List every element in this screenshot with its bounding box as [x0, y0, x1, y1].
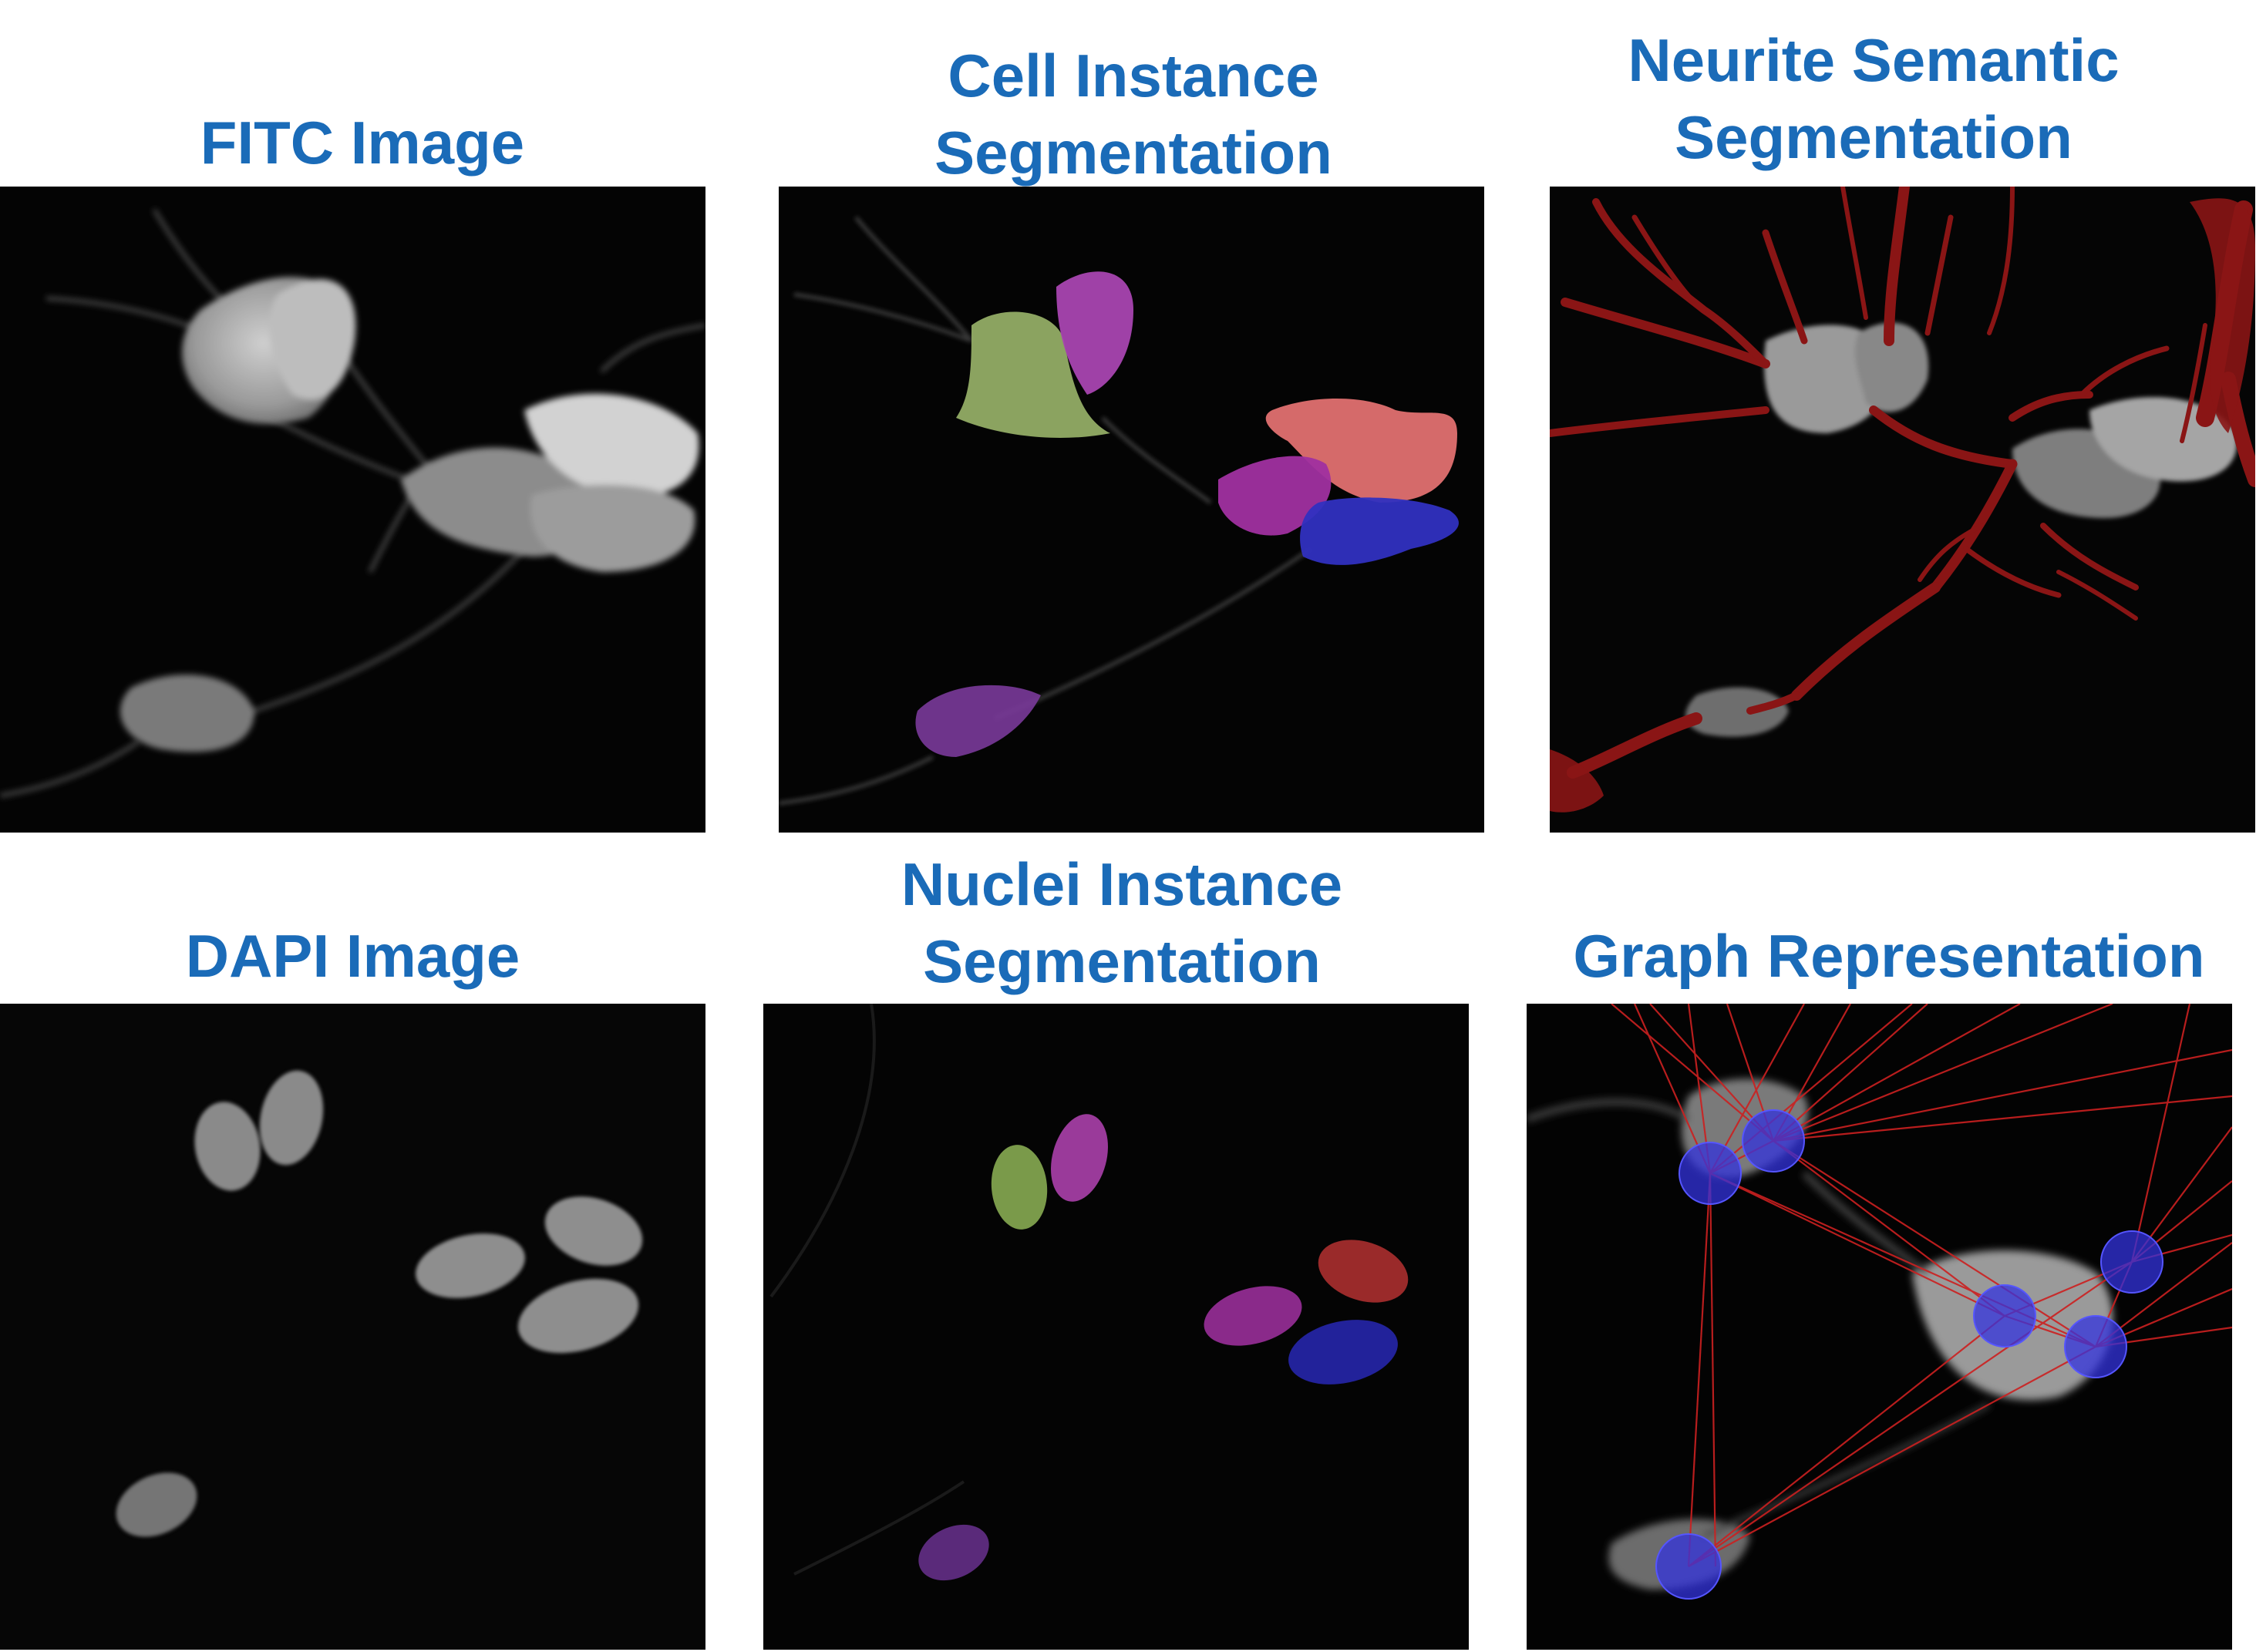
nucleus — [116, 1472, 197, 1537]
nucleus — [517, 1278, 639, 1354]
graph-node — [2064, 1315, 2127, 1378]
graph-node — [1742, 1109, 1805, 1173]
graph-representation-image — [1527, 1004, 2232, 1650]
segment-blue — [1300, 497, 1459, 565]
segment-violet — [915, 685, 1041, 757]
segment-magenta — [1056, 271, 1133, 395]
nucleus-purple — [1204, 1286, 1302, 1346]
neurite-semantic-segmentation-title: Neurite Semantic Segmentation — [1628, 26, 2120, 171]
graph-representation-panel — [1527, 1004, 2232, 1650]
graph-node — [1679, 1142, 1742, 1205]
nuclei-instance-segmentation-image — [763, 1004, 1469, 1650]
nucleus-violet — [918, 1524, 989, 1581]
nucleus-red — [1318, 1240, 1409, 1303]
nucleus — [544, 1196, 643, 1266]
nucleus-green — [991, 1145, 1048, 1230]
graph-node — [1973, 1284, 2036, 1348]
segment-green — [956, 311, 1110, 438]
neurite-semantic-segmentation-panel — [1550, 187, 2255, 833]
fitc-image — [0, 187, 705, 833]
segment-purple — [1218, 456, 1332, 536]
cell-instance-segmentation-title: Cell Instance Segmentation — [934, 42, 1332, 187]
dapi-image-title: DAPI Image — [185, 922, 520, 990]
nucleus-blue — [1288, 1320, 1398, 1385]
cell-instance-segmentation-image — [779, 187, 1484, 833]
cell-instance-segmentation-panel — [779, 187, 1484, 833]
nucleus-magenta — [1051, 1114, 1108, 1202]
dapi-image — [0, 1004, 705, 1650]
fitc-image-title: FITC Image — [200, 109, 525, 177]
neurite-semantic-segmentation-image — [1550, 187, 2255, 833]
graph-node — [2100, 1230, 2163, 1294]
nuclei-instance-segmentation-panel — [763, 1004, 1469, 1650]
nuclei-instance-segmentation-title: Nuclei Instance Segmentation — [901, 850, 1343, 995]
nucleus — [416, 1233, 525, 1298]
segment-red — [1265, 399, 1457, 503]
fitc-image-panel — [0, 187, 705, 833]
graph-representation-title: Graph Representation — [1573, 922, 2205, 990]
nucleus — [259, 1070, 324, 1166]
dapi-image-panel — [0, 1004, 705, 1650]
graph-node — [1655, 1533, 1722, 1600]
nucleus — [194, 1102, 261, 1191]
